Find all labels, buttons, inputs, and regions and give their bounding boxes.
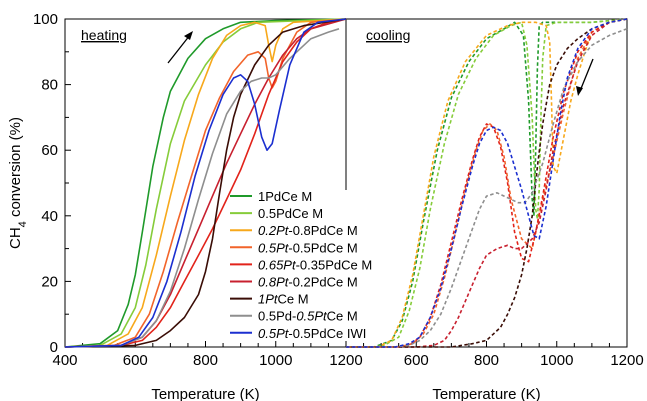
x-tick-label: 600 bbox=[404, 352, 429, 369]
legend-label: 0.5Pt-0.5PdCe IWI bbox=[258, 326, 366, 341]
x-tick-label: 1200 bbox=[329, 352, 362, 369]
series-line-heating bbox=[64, 18, 347, 348]
legend-label: 0.8Pt-0.2PdCe M bbox=[258, 275, 358, 290]
series-line-cooling bbox=[346, 18, 628, 348]
series-line-heating bbox=[64, 18, 347, 348]
series-line-cooling bbox=[346, 18, 628, 348]
series-line-heating bbox=[64, 18, 347, 348]
axes-layer bbox=[64, 18, 628, 348]
x-tick-label: 800 bbox=[474, 352, 499, 369]
x-tick-label: 400 bbox=[52, 352, 77, 369]
legend: 1PdCe M 0.5PdCe M 0.2Pt-0.8PdCe M 0.5Pt-0.5… bbox=[230, 189, 372, 341]
legend-label: 0.5PdCe M bbox=[258, 206, 323, 221]
series-line-heating bbox=[64, 18, 347, 348]
x-tick-label: 1000 bbox=[259, 352, 292, 369]
legend-label: 0.2Pt-0.8PdCe M bbox=[258, 223, 358, 238]
series-line-heating bbox=[64, 18, 347, 348]
y-tick-label: 20 bbox=[41, 273, 58, 290]
legend-label: 1PtCe M bbox=[258, 292, 309, 307]
series-line-cooling bbox=[346, 18, 628, 348]
y-tick-label: 100 bbox=[33, 11, 58, 28]
series-line-cooling bbox=[346, 18, 628, 348]
heating-arrow bbox=[167, 34, 191, 64]
x-tick-label: 600 bbox=[123, 352, 148, 369]
panel-label-cooling: cooling bbox=[366, 27, 410, 43]
cooling-arrow bbox=[579, 58, 594, 92]
series-line-cooling bbox=[346, 18, 628, 348]
cooling-arrow-head bbox=[576, 86, 583, 96]
heating-arrow-head bbox=[184, 31, 193, 40]
series-layer bbox=[64, 18, 628, 348]
y-axis-label: CH4 conversion (%) bbox=[7, 117, 29, 249]
legend-label: 0.5Pt-0.5PdCe M bbox=[258, 240, 358, 255]
x-axis-label: Temperature (K) bbox=[151, 386, 259, 401]
legend-label: 0.65Pt-0.35PdCe M bbox=[258, 257, 372, 272]
series-line-heating bbox=[64, 18, 347, 348]
x-tick-label: 800 bbox=[193, 352, 218, 369]
series-line-cooling bbox=[346, 18, 628, 348]
y-tick-label: 40 bbox=[41, 208, 58, 225]
labels-layer: 0 20 40 60 80 100 CH4 conversion (%) 400 600 800 1… bbox=[7, 11, 644, 401]
x-tick-label: 1000 bbox=[540, 352, 573, 369]
panel-label-heating: heating bbox=[81, 27, 127, 43]
legend-label: 1PdCe M bbox=[258, 189, 312, 204]
series-line-cooling bbox=[346, 18, 628, 348]
y-tick-label: 80 bbox=[41, 77, 58, 94]
y-tick-label: 60 bbox=[41, 142, 58, 159]
x-tick-label: 1200 bbox=[610, 352, 643, 369]
series-line-cooling bbox=[346, 28, 628, 348]
y-tick-label: 0 bbox=[50, 339, 58, 356]
series-line-cooling bbox=[346, 18, 628, 348]
x-axis-label: Temperature (K) bbox=[432, 386, 540, 401]
legend-label: 0.5Pd-0.5PtCe M bbox=[258, 309, 358, 324]
